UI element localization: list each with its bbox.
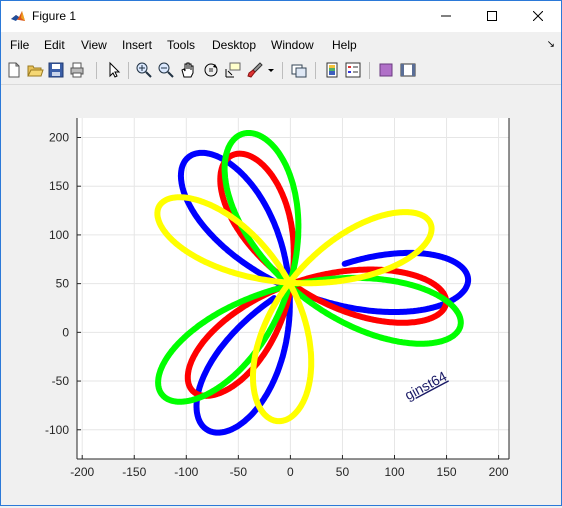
menu-tools[interactable]: Tools (167, 38, 195, 52)
open-file-icon[interactable] (26, 61, 44, 79)
zoom-in-icon[interactable] (135, 61, 153, 79)
x-tick-label: -50 (230, 465, 248, 479)
y-tick-label: -100 (45, 423, 69, 437)
x-tick-label: -100 (174, 465, 198, 479)
toolbar-separator (282, 62, 283, 79)
window-title: Figure 1 (32, 9, 76, 23)
minimize-icon (441, 11, 451, 21)
x-tick-label: -150 (122, 465, 146, 479)
menu-insert[interactable]: Insert (122, 38, 152, 52)
toolbar-separator (369, 62, 370, 79)
minimize-button[interactable] (423, 1, 469, 32)
y-tick-label: 0 (62, 325, 69, 339)
show-plot-tools-icon[interactable] (399, 61, 417, 79)
new-figure-icon[interactable] (5, 61, 23, 79)
y-tick-label: 50 (56, 277, 70, 291)
x-tick-label: 100 (384, 465, 404, 479)
x-tick-label: 50 (336, 465, 350, 479)
brush-icon[interactable] (246, 61, 264, 79)
close-button[interactable] (515, 1, 561, 32)
figure-toolbar (1, 57, 561, 85)
menu-desktop[interactable]: Desktop (212, 38, 256, 52)
dock-arrow-icon[interactable]: ↘ (547, 39, 555, 50)
y-tick-labels: -100 -50 0 50 100 150 200 (45, 130, 69, 436)
menu-view[interactable]: View (81, 38, 107, 52)
insert-colorbar-icon[interactable] (323, 61, 341, 79)
y-tick-label: 100 (49, 228, 69, 242)
brush-dropdown-icon[interactable] (266, 61, 276, 79)
x-tick-labels: -200 -150 -100 -50 0 50 100 150 200 (70, 465, 509, 479)
axes-plot[interactable]: -200 -150 -100 -50 0 50 100 150 200 -100 -50 0 50 10… (2, 85, 560, 505)
title-bar[interactable]: Figure 1 (1, 1, 561, 32)
x-tick-label: 150 (437, 465, 457, 479)
zoom-out-icon[interactable] (157, 61, 175, 79)
pan-hand-icon[interactable] (179, 61, 197, 79)
menu-edit[interactable]: Edit (44, 38, 65, 52)
save-icon[interactable] (47, 61, 65, 79)
figure-canvas: -200 -150 -100 -50 0 50 100 150 200 -100 -50 0 50 10… (2, 85, 560, 505)
y-tick-label: 150 (49, 179, 69, 193)
edit-plot-arrow-icon[interactable] (105, 61, 123, 79)
link-plot-icon[interactable] (290, 61, 308, 79)
x-tick-label: -200 (70, 465, 94, 479)
maximize-button[interactable] (469, 1, 515, 32)
x-tick-label: 200 (489, 465, 509, 479)
menu-bar: File Edit View Insert Tools Desktop Wind… (1, 32, 561, 57)
maximize-icon (487, 11, 497, 21)
y-tick-label: 200 (49, 130, 69, 144)
matlab-logo-icon (10, 9, 26, 25)
menu-file[interactable]: File (10, 38, 29, 52)
toolbar-separator (128, 62, 129, 79)
x-tick-label: 0 (287, 465, 294, 479)
y-tick-label: -50 (52, 374, 70, 388)
insert-legend-icon[interactable] (344, 61, 362, 79)
menu-window[interactable]: Window (271, 38, 314, 52)
menu-help[interactable]: Help (332, 38, 357, 52)
data-cursor-icon[interactable] (224, 61, 242, 79)
close-icon (533, 11, 543, 21)
toolbar-separator (315, 62, 316, 79)
print-icon[interactable] (68, 61, 86, 79)
toolbar-separator (96, 62, 97, 79)
rotate-3d-icon[interactable] (202, 61, 220, 79)
hide-plot-tools-icon[interactable] (377, 61, 395, 79)
